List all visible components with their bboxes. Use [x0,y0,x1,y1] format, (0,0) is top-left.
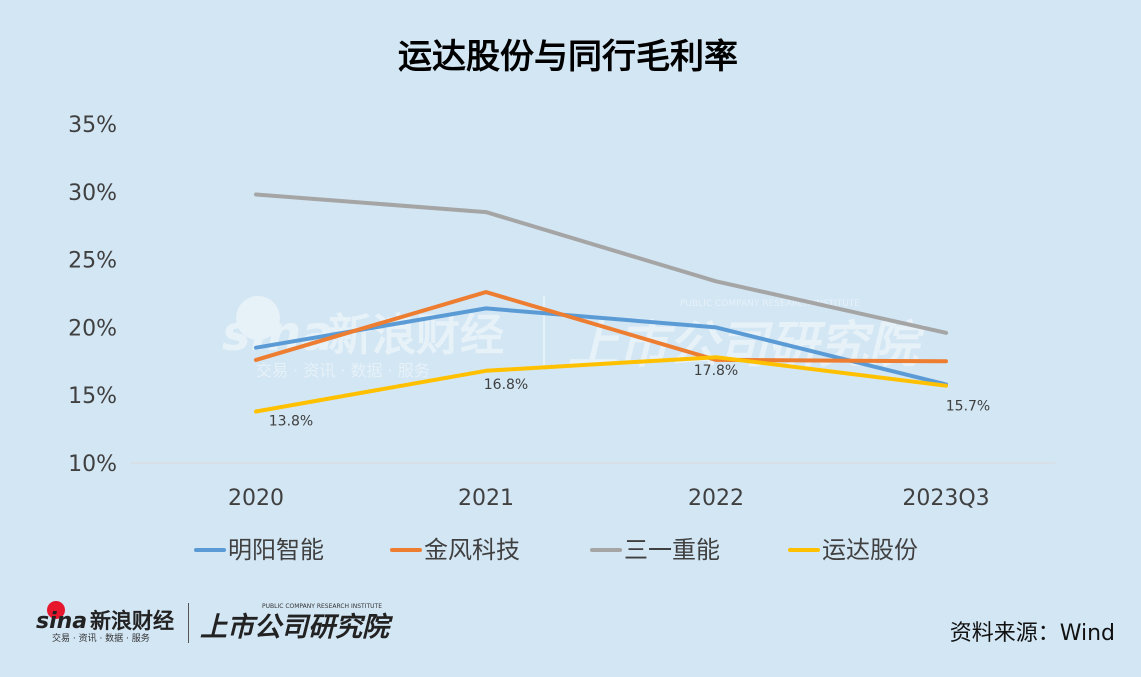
logo-institute: 上市公司研究院 [200,612,394,643]
series-line-3 [254,192,948,335]
x-axis: 2020 2021 2022 2023Q3 [228,486,990,511]
x-tick-label: 2023Q3 [902,486,989,511]
y-tick-label: 30% [68,181,117,206]
legend-label: 明阳智能 [228,536,324,564]
logo-institute-en: PUBLIC COMPANY RESEARCH INSTITUTE [262,603,382,610]
legend-label: 金风科技 [424,536,520,564]
logo-sina-word: sina [36,609,87,634]
y-axis: 10% 15% 20% 25% 30% 35% [68,113,1055,477]
data-label: 16.8% [484,377,528,393]
source-note: 资料来源：Wind [950,621,1115,646]
watermark-institute-en: PUBLIC COMPANY RESEARCH INSTITUTE [680,299,860,309]
watermark-sina-tagline: 交易 · 资讯 · 数据 · 服务 [256,361,430,380]
chart-title: 运达股份与同行毛利率 [398,37,738,77]
y-tick-label: 35% [68,113,117,138]
data-labels: 13.8% 16.8% 17.8% 15.7% [269,363,990,429]
sina-eye-icon [236,296,280,340]
legend-label: 运达股份 [822,536,918,564]
logo-sina-tagline: 交易 · 资讯 · 数据 · 服务 [52,632,150,644]
x-tick-label: 2020 [228,486,284,511]
sina-logo-icon [47,601,65,619]
y-tick-label: 10% [68,452,117,477]
logo-divider [188,603,189,643]
x-tick-label: 2021 [458,486,514,511]
series-line-2 [254,290,948,364]
series-lines [254,192,948,414]
watermark-sina-cn: 新浪财经 [328,310,504,361]
legend: 明阳智能 金风科技 三一重能 运达股份 [194,536,918,564]
data-label: 15.7% [946,399,990,415]
sina-finance-logo: sina 新浪财经 交易 · 资讯 · 数据 · 服务 PUBLIC COMPA… [36,601,394,644]
y-tick-label: 20% [68,316,117,341]
y-tick-label: 15% [68,384,117,409]
data-label: 17.8% [694,363,738,379]
logo-sina-cn: 新浪财经 [90,609,174,633]
data-label: 13.8% [269,413,313,429]
x-tick-label: 2022 [688,486,744,511]
series-line-4 [254,355,948,414]
legend-label: 三一重能 [624,536,720,564]
watermark-divider [543,296,545,366]
y-tick-label: 25% [68,249,117,274]
